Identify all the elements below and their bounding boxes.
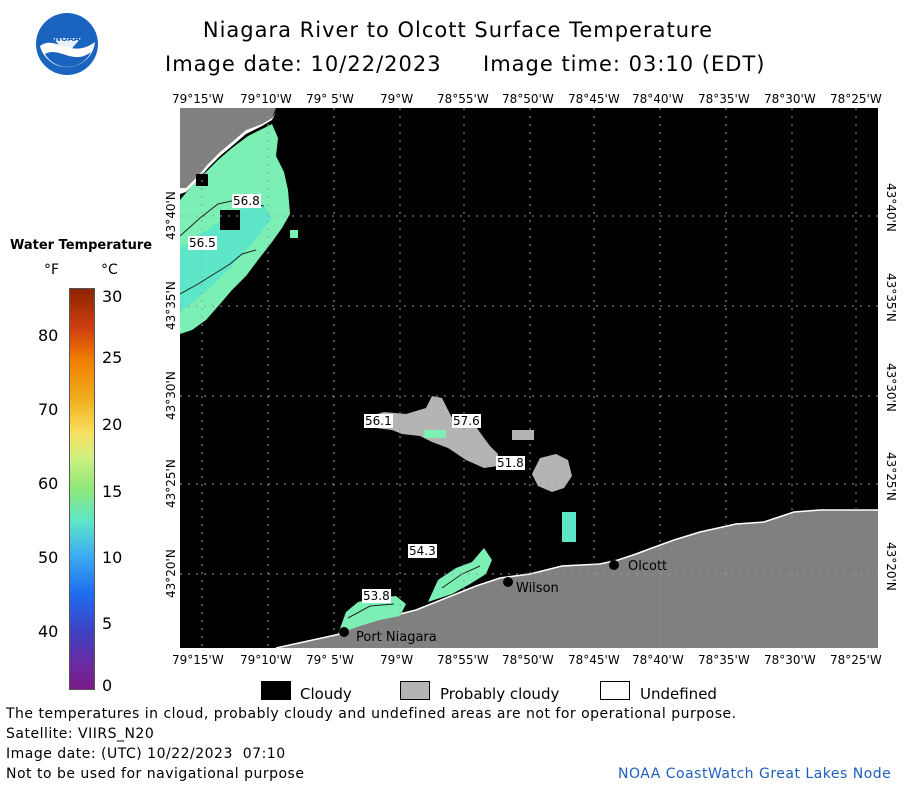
water-speck-1 [290, 230, 298, 238]
us-land [276, 510, 878, 648]
colorbar-f-tick-1: 80 [38, 326, 59, 345]
graticule [180, 108, 878, 648]
footer-utc-date: Image date: (UTC) 10/22/2023 07:10 [6, 746, 286, 762]
lon-tick-bottom-3: 79° 5'W [306, 653, 354, 667]
lat-tick-right-3: 43°30'N [884, 363, 898, 412]
lat-tick-right-5: 43°20'N [884, 542, 898, 591]
legend-label-probably-cloudy: Probably cloudy [440, 685, 560, 703]
legend-swatch-undefined [600, 681, 630, 700]
lon-tick-bottom-1: 79°15'W [172, 653, 224, 667]
water-patch-mid [424, 430, 446, 438]
colorbar-c-tick-3: 20 [102, 415, 123, 434]
footer-disclaimer: The temperatures in cloud, probably clou… [6, 706, 737, 722]
lon-tick-bottom-2: 79°10'W [240, 653, 292, 667]
lat-tick-left-5: 43°20'N [164, 549, 178, 598]
lon-tick-top-11: 78°25'W [830, 92, 882, 106]
legend-label-undefined: Undefined [640, 685, 717, 703]
footer-satellite: Satellite: VIIRS_N20 [6, 726, 155, 742]
colorbar-c-tick-6: 5 [102, 614, 113, 633]
lon-tick-bottom-4: 79°W [380, 653, 414, 667]
colorbar-f-tick-3: 60 [38, 474, 59, 493]
colorbar-title: Water Temperature [10, 238, 153, 253]
legend-swatch-cloudy [261, 681, 291, 700]
lon-tick-top-8: 78°40'W [632, 92, 684, 106]
image-date: Image date: 10/22/2023 [165, 52, 442, 76]
legend-swatch-probably-cloudy [400, 681, 430, 700]
lat-tick-left-2: 43°35'N [164, 281, 178, 330]
lon-tick-top-3: 79° 5'W [306, 92, 354, 106]
map-panel: 56.8 56.5 56.1 57.6 51.8 54.3 53.8 Olcot… [179, 108, 878, 649]
footer-credit[interactable]: NOAA CoastWatch Great Lakes Node [618, 766, 892, 782]
lon-tick-top-2: 79°10'W [240, 92, 292, 106]
temp-label-3: 56.1 [364, 414, 393, 428]
image-time: Image time: 03:10 (EDT) [483, 52, 766, 76]
colorbar-c-tick-2: 25 [102, 348, 123, 367]
city-olcott: Olcott [628, 559, 668, 574]
colorbar-unit-f: °F [44, 262, 60, 278]
colorbar-f-tick-2: 70 [38, 400, 59, 419]
water-nearshore-west [338, 596, 406, 634]
lon-tick-top-9: 78°35'W [698, 92, 750, 106]
city-wilson: Wilson [516, 581, 559, 596]
noaa-logo: NOAA [35, 12, 99, 76]
colorbar-c-tick-5: 10 [102, 548, 123, 567]
lon-tick-top-5: 78°55'W [437, 92, 489, 106]
water-cool-nw [180, 204, 272, 312]
noaa-logo-icon [36, 13, 98, 75]
colorbar-c-tick-1: 30 [102, 287, 123, 306]
probably-cloudy-small [512, 430, 534, 440]
lon-tick-bottom-10: 78°30'W [764, 653, 816, 667]
noaa-logo-text: NOAA [54, 34, 80, 43]
temp-label-6: 54.3 [408, 544, 437, 558]
port-niagara-marker [339, 627, 349, 637]
lat-tick-right-2: 43°35'N [884, 273, 898, 322]
temp-label-5: 51.8 [496, 456, 525, 470]
legend-label-cloudy: Cloudy [300, 685, 352, 703]
shoreline-undefined [180, 112, 276, 194]
lon-tick-top-6: 78°50'W [502, 92, 554, 106]
water-cool-east [562, 512, 576, 542]
lat-tick-right-1: 43°40'N [884, 183, 898, 232]
probably-cloudy-east [532, 454, 572, 492]
lon-tick-top-1: 79°15'W [172, 92, 224, 106]
lon-tick-top-4: 79°W [380, 92, 414, 106]
lat-tick-right-4: 43°25'N [884, 452, 898, 501]
lon-tick-top-10: 78°30'W [764, 92, 816, 106]
lon-tick-bottom-7: 78°45'W [568, 653, 620, 667]
colorbar-unit-c: °C [101, 262, 118, 278]
temp-label-7: 53.8 [362, 589, 391, 603]
lon-tick-bottom-9: 78°35'W [698, 653, 750, 667]
lon-tick-bottom-6: 78°50'W [502, 653, 554, 667]
colorbar-c-tick-7: 0 [102, 676, 113, 695]
temp-label-2: 56.5 [188, 236, 217, 250]
lon-tick-bottom-11: 78°25'W [830, 653, 882, 667]
footer-nav: Not to be used for navigational purpose [6, 766, 305, 782]
colorbar [69, 288, 95, 690]
temp-label-1: 56.8 [232, 194, 261, 208]
lon-tick-bottom-5: 78°55'W [437, 653, 489, 667]
colorbar-f-tick-5: 40 [38, 622, 59, 641]
map-canvas [179, 108, 878, 649]
isotherm-south-1 [347, 603, 395, 619]
canada-land [180, 108, 276, 188]
lat-tick-left-1: 43°40'N [164, 191, 178, 240]
colorbar-f-tick-4: 50 [38, 548, 59, 567]
lat-tick-left-4: 43°25'N [164, 459, 178, 508]
temp-label-4: 57.6 [452, 414, 481, 428]
city-port-niagara: Port Niagara [356, 630, 437, 645]
lon-tick-top-7: 78°45'W [568, 92, 620, 106]
lon-tick-bottom-8: 78°40'W [632, 653, 684, 667]
page-title: Niagara River to Olcott Surface Temperat… [202, 18, 714, 42]
isotherm-nw-2 [179, 249, 257, 295]
cloud-speck-1 [220, 210, 240, 230]
colorbar-c-tick-4: 15 [102, 482, 123, 501]
wilson-marker [503, 577, 513, 587]
lat-tick-left-3: 43°30'N [164, 371, 178, 420]
olcott-marker [609, 560, 619, 570]
